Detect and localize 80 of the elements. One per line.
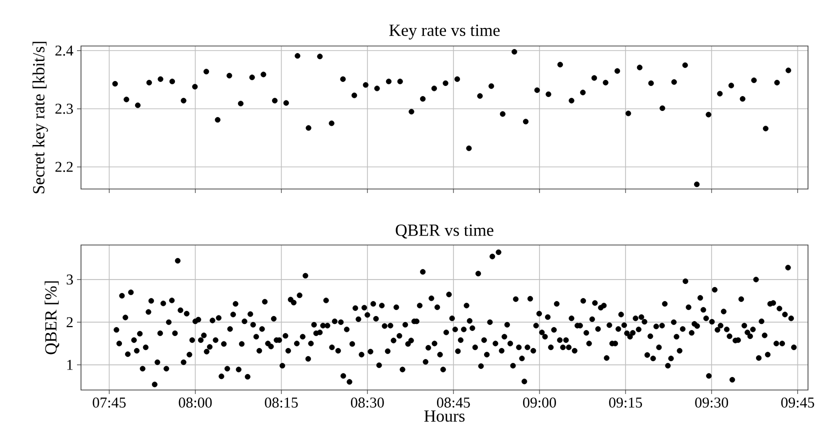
point [751, 77, 757, 84]
point [146, 80, 152, 86]
point [636, 64, 642, 70]
x-tick-label: 08:15 [264, 398, 298, 408]
x-tick-label: 07:45 [92, 398, 126, 408]
point [740, 96, 746, 102]
chart-title: QBER vs time [396, 224, 494, 239]
point [328, 120, 334, 126]
y-tick-label: 2.3 [55, 104, 73, 114]
point [717, 90, 723, 96]
x-tick-label: 09:15 [609, 398, 642, 408]
y-tick-label: 3 [66, 274, 73, 285]
y-tick-label: 2.2 [55, 162, 73, 172]
point [158, 76, 164, 82]
point [694, 182, 700, 188]
point [557, 62, 563, 68]
point [294, 53, 300, 59]
point [124, 96, 130, 102]
point [352, 92, 358, 98]
point [260, 72, 266, 78]
point [580, 90, 586, 96]
point [374, 86, 380, 92]
y-axis-title: Secret key rate [kbit/s] [32, 42, 48, 194]
point [204, 68, 210, 74]
point [192, 84, 198, 90]
y-tick-label: 2.4 [55, 46, 74, 56]
point [488, 83, 494, 89]
point [648, 80, 654, 86]
y-tick-label: 2 [66, 317, 73, 328]
y-tick-label: 1 [67, 360, 73, 370]
point [340, 76, 346, 82]
point [660, 105, 666, 111]
point [397, 78, 403, 84]
x-tick-label: 08:30 [350, 398, 384, 408]
point [512, 49, 518, 55]
point [306, 125, 312, 131]
point [682, 62, 688, 68]
point [774, 80, 780, 86]
point [706, 112, 712, 118]
point [500, 111, 506, 117]
point [169, 78, 176, 84]
point [466, 146, 472, 152]
point [283, 100, 289, 106]
point [786, 68, 792, 74]
point [431, 86, 437, 92]
x-axis-title: Hours [424, 410, 465, 422]
point [522, 118, 529, 124]
point [626, 110, 632, 116]
point [442, 80, 448, 86]
point [362, 82, 368, 88]
point [249, 74, 255, 80]
x-tick-label: 09:30 [695, 398, 728, 408]
x-tick-label: 09:00 [523, 398, 556, 408]
point [317, 54, 323, 60]
point [534, 87, 540, 93]
point [546, 91, 552, 98]
point [602, 80, 608, 86]
x-tick-label: 08:45 [436, 398, 470, 408]
point [112, 80, 118, 87]
point [454, 76, 460, 82]
x-tick-label: 09:45 [781, 398, 814, 408]
point [762, 126, 768, 132]
point [671, 79, 677, 85]
point [477, 93, 483, 99]
point [226, 72, 232, 78]
point [272, 98, 278, 104]
point [614, 68, 620, 74]
chart-title: Key rate vs time [389, 24, 500, 40]
point [420, 96, 426, 102]
point [728, 82, 734, 88]
y-axis-title: QBER [%] [44, 281, 60, 354]
x-tick-label: 08:00 [178, 398, 212, 408]
point [408, 108, 414, 114]
point [180, 98, 186, 104]
point [214, 117, 220, 123]
point [591, 75, 598, 81]
point [238, 100, 244, 106]
point [386, 78, 392, 84]
point [135, 102, 141, 108]
point [568, 98, 574, 104]
